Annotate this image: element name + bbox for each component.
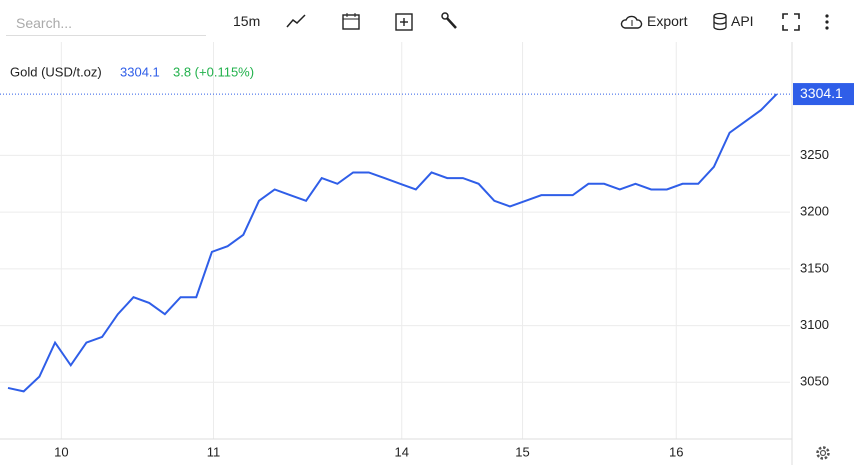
legend-symbol: Gold (USD/t.oz) <box>10 64 102 79</box>
legend-change: 3.8 (+0.115%) <box>173 64 254 79</box>
calendar-icon[interactable] <box>341 11 361 31</box>
x-tick-label: 10 <box>54 444 68 459</box>
settings-tool-icon[interactable] <box>440 12 460 32</box>
export-icon[interactable] <box>620 12 644 32</box>
x-tick-label: 14 <box>395 444 409 459</box>
legend-price: 3304.1 <box>120 64 160 79</box>
export-button[interactable]: Export <box>647 13 688 29</box>
interval-button[interactable]: 15m <box>233 13 261 29</box>
x-tick-label: 11 <box>207 444 221 459</box>
api-icon[interactable] <box>712 12 728 32</box>
x-tick-label: 16 <box>669 444 683 459</box>
chart-type-icon[interactable] <box>285 12 307 30</box>
fullscreen-icon[interactable] <box>781 12 801 32</box>
y-tick-label: 3150 <box>800 260 829 275</box>
api-button[interactable]: API <box>731 13 754 29</box>
menu-icon[interactable] <box>822 12 832 32</box>
price-line <box>7 93 778 393</box>
last-price-box <box>793 83 854 106</box>
axis-settings-icon[interactable] <box>816 446 830 460</box>
search-input[interactable]: Search... <box>6 8 206 36</box>
y-tick-label: 3250 <box>800 147 829 162</box>
y-tick-label: 3050 <box>800 374 829 389</box>
last-price-label: 3304.1 <box>800 85 843 101</box>
y-tick-label: 3200 <box>800 204 829 219</box>
toolbar: Search... 15m Export API <box>0 0 854 42</box>
x-tick-label: 15 <box>515 444 529 459</box>
y-tick-label: 3100 <box>800 317 829 332</box>
add-indicator-icon[interactable] <box>394 12 414 32</box>
